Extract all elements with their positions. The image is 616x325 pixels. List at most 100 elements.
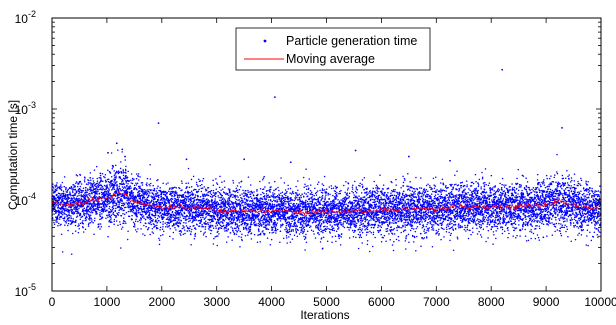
data-point — [158, 210, 161, 212]
data-point — [290, 197, 292, 199]
data-point — [145, 210, 148, 212]
data-point — [207, 194, 210, 197]
data-point — [65, 195, 67, 197]
data-point — [181, 189, 183, 191]
data-point — [97, 208, 100, 211]
data-point — [97, 190, 99, 192]
data-point — [183, 226, 185, 228]
data-point — [259, 199, 261, 202]
data-point — [302, 214, 304, 217]
data-point — [85, 183, 88, 185]
data-point — [79, 212, 82, 215]
data-point — [81, 215, 84, 218]
data-point — [93, 219, 96, 222]
data-point — [241, 193, 243, 195]
data-point — [107, 216, 109, 218]
data-point — [201, 180, 204, 182]
data-point — [74, 230, 77, 232]
data-point — [300, 231, 302, 233]
data-point — [88, 179, 90, 182]
data-point — [113, 204, 115, 207]
data-point — [93, 202, 96, 205]
data-point — [80, 183, 83, 185]
data-point — [66, 193, 69, 196]
data-point — [249, 230, 251, 232]
data-point — [189, 191, 191, 194]
data-point — [212, 184, 215, 186]
data-point — [89, 195, 91, 197]
data-point — [132, 209, 135, 212]
data-point — [107, 214, 109, 216]
data-point — [86, 212, 88, 214]
data-point — [228, 198, 231, 200]
data-point — [227, 228, 230, 230]
data-point — [239, 186, 242, 188]
data-point — [98, 192, 101, 195]
data-point — [55, 212, 57, 214]
data-point — [123, 213, 126, 216]
data-point — [134, 229, 137, 231]
data-point — [68, 197, 71, 199]
data-point — [108, 194, 111, 196]
data-point — [102, 205, 105, 208]
data-point — [154, 193, 157, 195]
data-point — [168, 203, 171, 205]
data-point — [75, 181, 78, 183]
data-point — [266, 227, 268, 229]
data-point — [127, 191, 129, 193]
data-point — [99, 172, 102, 175]
data-point — [122, 204, 125, 207]
data-point — [205, 223, 208, 225]
data-point — [76, 212, 78, 215]
data-point — [272, 192, 274, 194]
data-point — [285, 228, 288, 230]
data-point — [118, 196, 120, 199]
data-point — [186, 195, 188, 198]
data-point — [61, 197, 64, 200]
data-point — [306, 209, 309, 211]
data-point — [79, 191, 81, 194]
data-point — [267, 224, 269, 226]
data-point — [319, 189, 321, 192]
data-point — [64, 213, 66, 215]
data-point — [303, 226, 305, 228]
data-point — [274, 215, 277, 218]
data-point — [93, 207, 95, 210]
data-point — [321, 197, 324, 199]
data-point — [218, 203, 220, 206]
data-point — [124, 220, 126, 223]
data-point — [189, 213, 192, 215]
data-point — [121, 199, 123, 201]
data-point — [115, 175, 117, 177]
data-point — [143, 224, 145, 227]
data-point — [150, 182, 152, 185]
data-point — [184, 217, 186, 220]
data-point — [293, 203, 295, 205]
data-point — [96, 188, 99, 191]
data-point — [136, 231, 138, 233]
data-point — [52, 189, 54, 191]
data-point — [156, 221, 159, 224]
data-point — [204, 231, 206, 233]
data-point — [183, 221, 185, 224]
y-axis-label-group: Computation time [s] — [6, 100, 20, 210]
data-point — [111, 209, 114, 211]
data-point — [236, 216, 238, 219]
data-point — [158, 239, 161, 241]
data-point — [125, 174, 127, 177]
data-point — [176, 196, 179, 198]
data-point — [283, 200, 286, 203]
data-point — [271, 229, 274, 231]
data-point — [120, 228, 123, 230]
data-point — [244, 203, 246, 206]
data-point — [132, 195, 134, 197]
data-point — [315, 198, 318, 201]
data-point — [93, 188, 95, 191]
data-point — [249, 211, 252, 214]
data-point — [188, 229, 191, 232]
data-point — [130, 173, 133, 175]
data-point — [248, 215, 251, 217]
data-point — [233, 227, 236, 229]
data-point — [158, 219, 160, 222]
data-point — [205, 216, 207, 218]
